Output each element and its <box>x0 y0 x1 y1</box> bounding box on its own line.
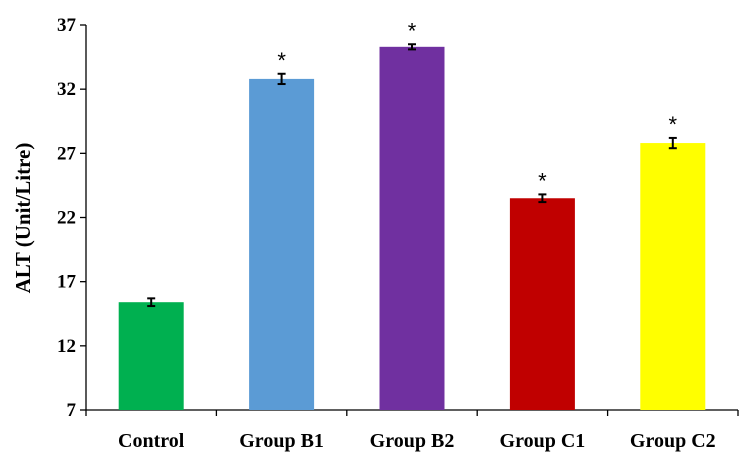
bar-0 <box>118 302 184 410</box>
bar-1 <box>249 78 315 411</box>
bar-3 <box>509 198 575 410</box>
significance-label-3: * <box>538 168 547 193</box>
y-tick-label-3: 22 <box>57 208 76 229</box>
y-tick-label-2: 17 <box>57 272 77 293</box>
x-category-label-2: Group B2 <box>370 430 455 452</box>
significance-label-4: * <box>669 112 678 137</box>
y-tick-label-1: 12 <box>57 336 76 357</box>
x-category-label-4: Group C2 <box>630 430 716 452</box>
significance-label-1: * <box>277 48 286 73</box>
y-axis-title: ALT (Unit/Litre) <box>11 143 35 294</box>
x-category-label-3: Group C1 <box>500 430 586 452</box>
y-tick-label-0: 7 <box>67 400 77 421</box>
plot-area: 7 12 17 22 27 32 37 Control * Group B1 * Group B2 * G… <box>57 15 739 452</box>
bar-2 <box>379 46 445 411</box>
y-tick-label-6: 37 <box>57 15 77 36</box>
bar-4 <box>640 143 706 411</box>
y-tick-label-4: 27 <box>57 143 77 164</box>
y-tick-label-5: 32 <box>57 79 76 100</box>
significance-label-2: * <box>408 18 417 43</box>
x-category-label-0: Control <box>118 430 185 452</box>
x-category-label-1: Group B1 <box>239 430 324 452</box>
